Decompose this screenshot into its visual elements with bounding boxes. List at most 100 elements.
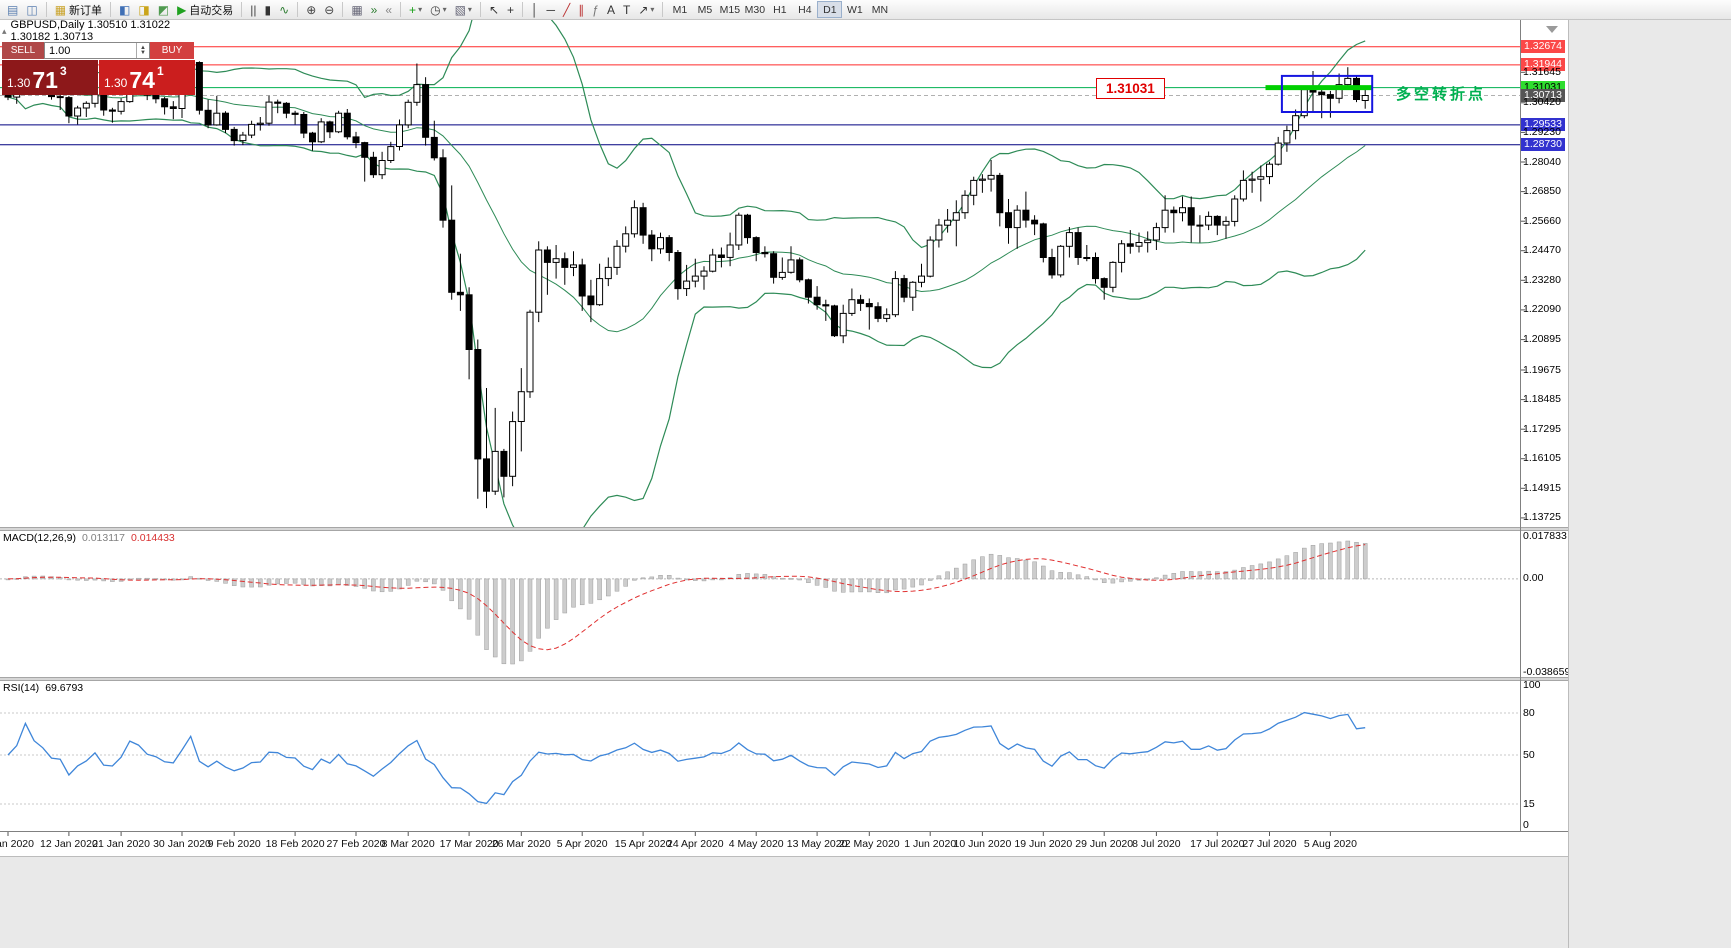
text-label-button[interactable]: T bbox=[619, 1, 634, 19]
candle bbox=[1013, 209, 1021, 229]
timeframe-h4[interactable]: H4 bbox=[798, 4, 812, 16]
toolbar-separator bbox=[241, 2, 243, 17]
volume-input[interactable] bbox=[45, 43, 136, 58]
timeframe-w1[interactable]: W1 bbox=[847, 4, 863, 16]
toolbar: ▤ ◫ ▦ 新订单 ◧ ◨ ◩ ▶ 自动交易 || ▮ ∿ ⊕ ⊖ ▦» « + ▾ ◷ ▾ ▧ ▾ ↖ + │ ─ ╱ ∥ ƒ A T ↗ ▾… bbox=[0, 0, 1731, 20]
candle bbox=[195, 62, 203, 111]
arrows-button[interactable]: ↗ ▾ bbox=[634, 1, 658, 19]
trendline-button[interactable]: ╱ bbox=[559, 1, 574, 19]
candle bbox=[952, 212, 960, 221]
indicators-button[interactable]: + ▾ bbox=[405, 1, 426, 19]
crosshair-button[interactable]: + bbox=[503, 1, 518, 19]
macd-histogram-bar bbox=[823, 578, 829, 588]
rsi-axis-label: 100 bbox=[1523, 678, 1541, 691]
macd-histogram-bar bbox=[379, 578, 385, 593]
zoom-out-button[interactable]: ⊖ bbox=[320, 1, 338, 19]
buy-button[interactable]: BUY bbox=[150, 42, 194, 59]
macd-histogram-bar bbox=[1067, 572, 1072, 580]
candlestick-chart-button[interactable]: ▮ bbox=[261, 1, 276, 19]
timeframe-mn[interactable]: MN bbox=[871, 4, 889, 16]
macd-histogram-bar bbox=[545, 578, 550, 629]
data-window-button[interactable]: ◨ bbox=[134, 1, 153, 19]
macd-histogram-bar bbox=[606, 578, 611, 597]
rsi-axis-label: 0 bbox=[1523, 818, 1529, 831]
candle bbox=[726, 244, 734, 258]
bar-chart-icon: || bbox=[250, 2, 257, 17]
candle bbox=[65, 97, 73, 117]
candle bbox=[82, 102, 90, 109]
macd-histogram-bar bbox=[901, 578, 907, 590]
collapse-arrow-icon[interactable]: ▴ bbox=[2, 25, 7, 36]
candle bbox=[448, 219, 456, 293]
periods-button[interactable]: ◷ ▾ bbox=[426, 1, 451, 19]
templates-button[interactable]: ▧ ▾ bbox=[451, 1, 476, 19]
candle bbox=[874, 306, 882, 319]
candle bbox=[1135, 242, 1143, 247]
timeframe-m5[interactable]: M5 bbox=[697, 4, 713, 16]
navigator-button[interactable]: ◩ bbox=[154, 1, 173, 19]
new-chart-button[interactable]: ▤ bbox=[3, 1, 22, 19]
chart-area[interactable]: 1.32674 1.31944 1.31645 1.31031 1.30713 1.304… bbox=[0, 20, 1568, 856]
macd-histogram-bar bbox=[188, 576, 193, 580]
candle bbox=[1257, 176, 1265, 180]
text-button[interactable]: A bbox=[603, 1, 619, 19]
timeframe-m30[interactable]: M30 bbox=[744, 4, 766, 16]
candle bbox=[813, 296, 821, 306]
macd-histogram-bar bbox=[797, 578, 802, 581]
price-callout-label[interactable]: 1.31031 bbox=[1096, 78, 1165, 99]
volume-stepper[interactable]: ▲ ▼ bbox=[136, 43, 149, 58]
macd-histogram-bar bbox=[1032, 561, 1037, 580]
macd-histogram-bar bbox=[1362, 543, 1368, 580]
new-order-button[interactable]: ▦ 新订单 bbox=[51, 1, 106, 19]
pane-separator[interactable] bbox=[0, 527, 1568, 531]
autotrade-button[interactable]: ▶ 自动交易 bbox=[173, 1, 237, 19]
cursor-button[interactable]: ↖ bbox=[485, 1, 503, 19]
vertical-line-button[interactable]: │ bbox=[527, 1, 543, 19]
candle bbox=[1196, 224, 1204, 227]
consolidation-box[interactable] bbox=[1280, 74, 1374, 113]
sell-button[interactable]: SELL bbox=[2, 42, 44, 59]
candle bbox=[526, 311, 534, 393]
macd-histogram-bar bbox=[1119, 578, 1124, 583]
macd-histogram-bar bbox=[753, 573, 759, 580]
price-pane bbox=[0, 20, 1520, 527]
timeframe-m15[interactable]: M15 bbox=[719, 4, 741, 16]
date-axis-label: 12 Jan 2020 bbox=[39, 838, 98, 850]
date-axis-label: 8 Jul 2020 bbox=[1132, 838, 1181, 850]
macd-histogram-bar bbox=[423, 578, 428, 583]
bar-chart-button[interactable]: || bbox=[246, 1, 260, 19]
volume-up-icon[interactable]: ▲ bbox=[140, 44, 146, 51]
macd-histogram-bar bbox=[1023, 559, 1029, 580]
chart-shift-button[interactable]: « bbox=[381, 1, 396, 19]
scroll-end-marker-icon[interactable] bbox=[1546, 26, 1558, 33]
line-chart-button[interactable]: ∿ bbox=[275, 1, 293, 19]
macd-histogram-bar bbox=[510, 578, 515, 665]
price-chart-svg[interactable] bbox=[0, 20, 1568, 856]
toolbar-separator bbox=[297, 2, 299, 17]
candle bbox=[561, 258, 569, 268]
timeframe-d1[interactable]: D1 bbox=[817, 1, 843, 18]
tile-windows-button[interactable]: ▦ bbox=[347, 1, 366, 19]
candle bbox=[56, 96, 64, 99]
turning-point-label[interactable]: 多空转折点 bbox=[1396, 86, 1487, 103]
equidistant-channel-button[interactable]: ∥ bbox=[574, 1, 588, 19]
zoom-in-button[interactable]: ⊕ bbox=[302, 1, 320, 19]
market-watch-button[interactable]: ◧ bbox=[115, 1, 134, 19]
candle bbox=[996, 174, 1004, 214]
timeframe-h1[interactable]: H1 bbox=[773, 4, 787, 16]
macd-histogram-bar bbox=[1180, 571, 1185, 580]
buy-price-panel[interactable]: 1.30 74 1 bbox=[99, 60, 195, 95]
timeframe-m1[interactable]: M1 bbox=[672, 4, 688, 16]
candle bbox=[222, 112, 229, 130]
window-layout-button[interactable]: ◫ bbox=[22, 1, 41, 19]
fibonacci-button[interactable]: ƒ bbox=[588, 1, 603, 19]
volume-down-icon[interactable]: ▼ bbox=[140, 49, 146, 56]
candle bbox=[630, 207, 638, 235]
horizontal-line-button[interactable]: ─ bbox=[543, 1, 560, 19]
sell-price-panel[interactable]: 1.30 71 3 bbox=[2, 60, 98, 95]
pane-separator[interactable] bbox=[0, 677, 1568, 681]
macd-histogram-bar bbox=[492, 578, 498, 658]
auto-scroll-button[interactable]: » bbox=[367, 1, 382, 19]
macd-histogram-bar bbox=[684, 578, 689, 581]
candle bbox=[465, 294, 473, 350]
